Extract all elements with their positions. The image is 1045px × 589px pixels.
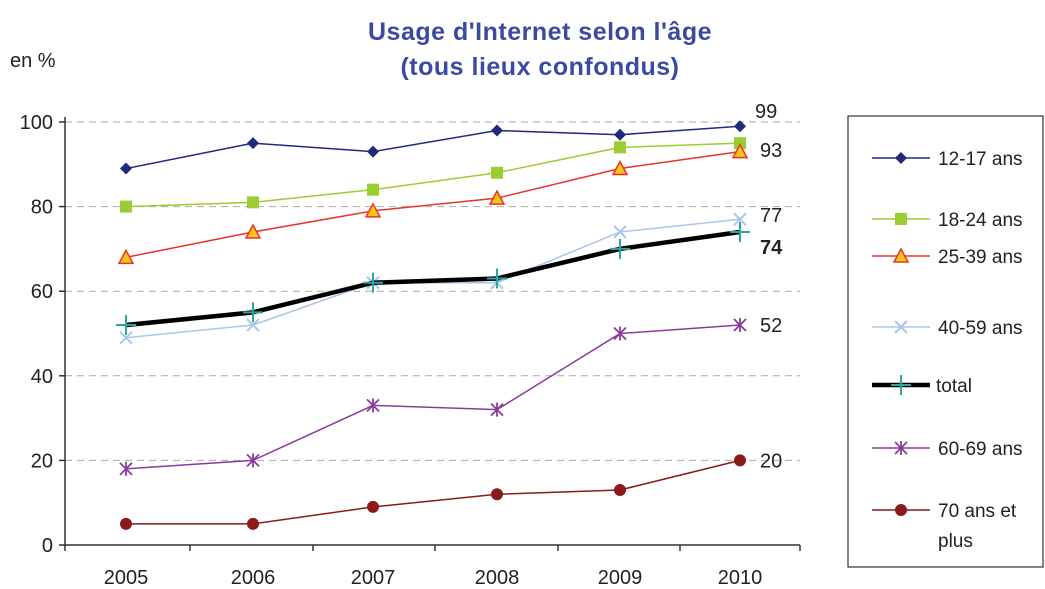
y-tick-label: 40: [31, 366, 53, 388]
data-point: [366, 398, 380, 413]
y-tick-label: 100: [20, 112, 53, 134]
data-point: [120, 162, 132, 175]
data-point: [491, 166, 503, 179]
x-tick-label: 2008: [475, 567, 520, 589]
data-point: [247, 137, 259, 150]
data-point: [895, 152, 907, 164]
data-point-stroke: [119, 331, 133, 345]
data-point-stroke: [733, 212, 747, 226]
x-tick-label: 2010: [718, 567, 763, 589]
data-point: [120, 517, 132, 530]
data-point: [116, 315, 136, 336]
legend-label: 12-17 ans: [938, 149, 1023, 170]
data-point: [488, 189, 506, 205]
data-point: [894, 320, 908, 334]
data-point: [891, 375, 911, 395]
data-point: [247, 196, 259, 209]
data-point: [734, 120, 746, 133]
series-line: [125, 324, 741, 470]
data-label: 93: [760, 140, 782, 162]
data-point: [491, 488, 503, 501]
data-point: [613, 225, 627, 239]
data-point: [367, 145, 379, 158]
series-line: [126, 459, 741, 525]
data-point: [731, 143, 749, 159]
data-point: [614, 141, 626, 154]
data-point: [244, 223, 262, 239]
data-point: [490, 402, 504, 417]
data-point: [117, 248, 135, 265]
data-label: 52: [760, 315, 782, 337]
data-point: [610, 238, 630, 259]
y-tick-label: 0: [42, 535, 53, 557]
y-tick-label: 20: [31, 450, 53, 472]
data-point: [892, 247, 910, 263]
data-label: 77: [760, 205, 782, 227]
y-axis-unit-label: en %: [10, 50, 56, 72]
chart-title: Usage d'Internet selon l'âge: [368, 18, 712, 46]
x-tick-label: 2005: [104, 567, 149, 589]
data-point: [367, 500, 379, 513]
data-point: [895, 504, 907, 516]
data-point: [364, 202, 382, 218]
legend-label-line: 70 ans et: [938, 501, 1017, 522]
series-line: [125, 150, 741, 259]
data-label: 99: [755, 101, 777, 123]
data-point: [246, 318, 260, 332]
data-point: [895, 213, 907, 225]
legend-label-line: plus: [938, 531, 973, 552]
data-point: [487, 268, 507, 289]
data-point: [613, 326, 627, 341]
y-tick-label: 60: [31, 281, 53, 303]
data-point: [243, 302, 263, 323]
data-point: [120, 200, 132, 213]
data-point: [611, 159, 629, 176]
x-tick-label: 2009: [598, 567, 643, 589]
data-label: 20: [760, 450, 782, 472]
data-point: [614, 128, 626, 141]
data-point: [614, 484, 626, 497]
data-point: [119, 461, 133, 476]
data-point: [247, 517, 259, 530]
data-point: [730, 221, 750, 242]
data-point: [363, 272, 383, 293]
plot-area: 0 20 40 60 80 100 2005 2006 2007 2008 2009 2010 99 93…: [20, 101, 801, 589]
y-tick-label: 80: [31, 197, 53, 219]
series-line: [125, 142, 741, 208]
legend-label: 18-24 ans: [938, 210, 1023, 231]
legend-label: 70 ans et plus: [938, 501, 1017, 552]
legend-label: 40-59 ans: [938, 318, 1023, 339]
data-point-stroke: [613, 225, 627, 239]
x-tick-label: 2006: [231, 567, 276, 589]
data-point: [367, 183, 379, 196]
legend-label: 60-69 ans: [938, 439, 1023, 460]
series-line: [125, 125, 741, 170]
data-point: [246, 453, 260, 468]
series-line: [125, 229, 741, 328]
x-tick-label: 2007: [351, 567, 396, 589]
data-point: [733, 318, 747, 333]
data-point: [734, 454, 746, 467]
data-point: [491, 124, 503, 137]
data-point-stroke: [894, 320, 908, 334]
legend-label: total: [936, 376, 972, 397]
data-point: [733, 212, 747, 226]
legend-label: 25-39 ans: [938, 247, 1023, 268]
data-point: [119, 331, 133, 345]
data-point: [894, 441, 908, 455]
legend-box: [847, 115, 1044, 568]
chart-subtitle: (tous lieux confondus): [400, 53, 679, 81]
data-point-stroke: [246, 318, 260, 332]
legend: 12-17 ans 18-24 ans 25-39 ans 40-59 ans tota…: [847, 115, 1044, 568]
data-label: 74: [760, 237, 783, 259]
